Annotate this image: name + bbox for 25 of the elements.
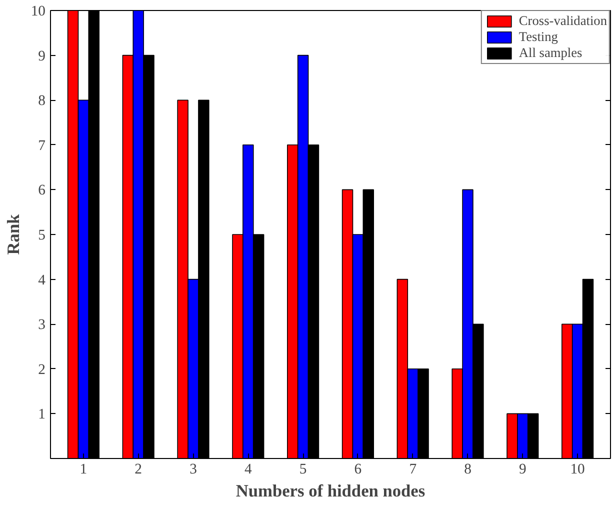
y-tick-label: 10 [30,4,46,20]
y-tick-label: 2 [38,362,46,378]
x-tick-label: 2 [134,462,142,478]
y-tick-label: 5 [38,228,46,244]
y-tick-label: 4 [38,272,46,288]
x-tick-label: 10 [570,462,585,478]
legend-label: Testing [518,29,558,45]
x-tick-label: 1 [80,462,88,478]
x-tick-label: 5 [299,462,307,478]
y-tick-label: 7 [38,138,46,154]
x-tick-label: 6 [354,462,362,478]
x-tick-label: 4 [244,462,252,478]
x-tick-label: 7 [409,462,417,478]
y-tick-label: 3 [38,317,46,334]
y-axis-title: Rank [4,214,23,255]
legend-label: All samples [518,45,582,61]
x-axis-title: Numbers of hidden nodes [236,482,426,500]
x-tick-label: 9 [518,462,526,478]
y-tick-label: 6 [38,182,46,199]
legend-label: Cross-validation [518,13,607,29]
x-tick-label: 3 [190,462,197,478]
y-tick-label: 1 [38,406,46,423]
x-tick-label: 8 [464,462,472,478]
y-tick-label: 8 [38,93,46,110]
y-tick-label: 9 [38,48,46,64]
